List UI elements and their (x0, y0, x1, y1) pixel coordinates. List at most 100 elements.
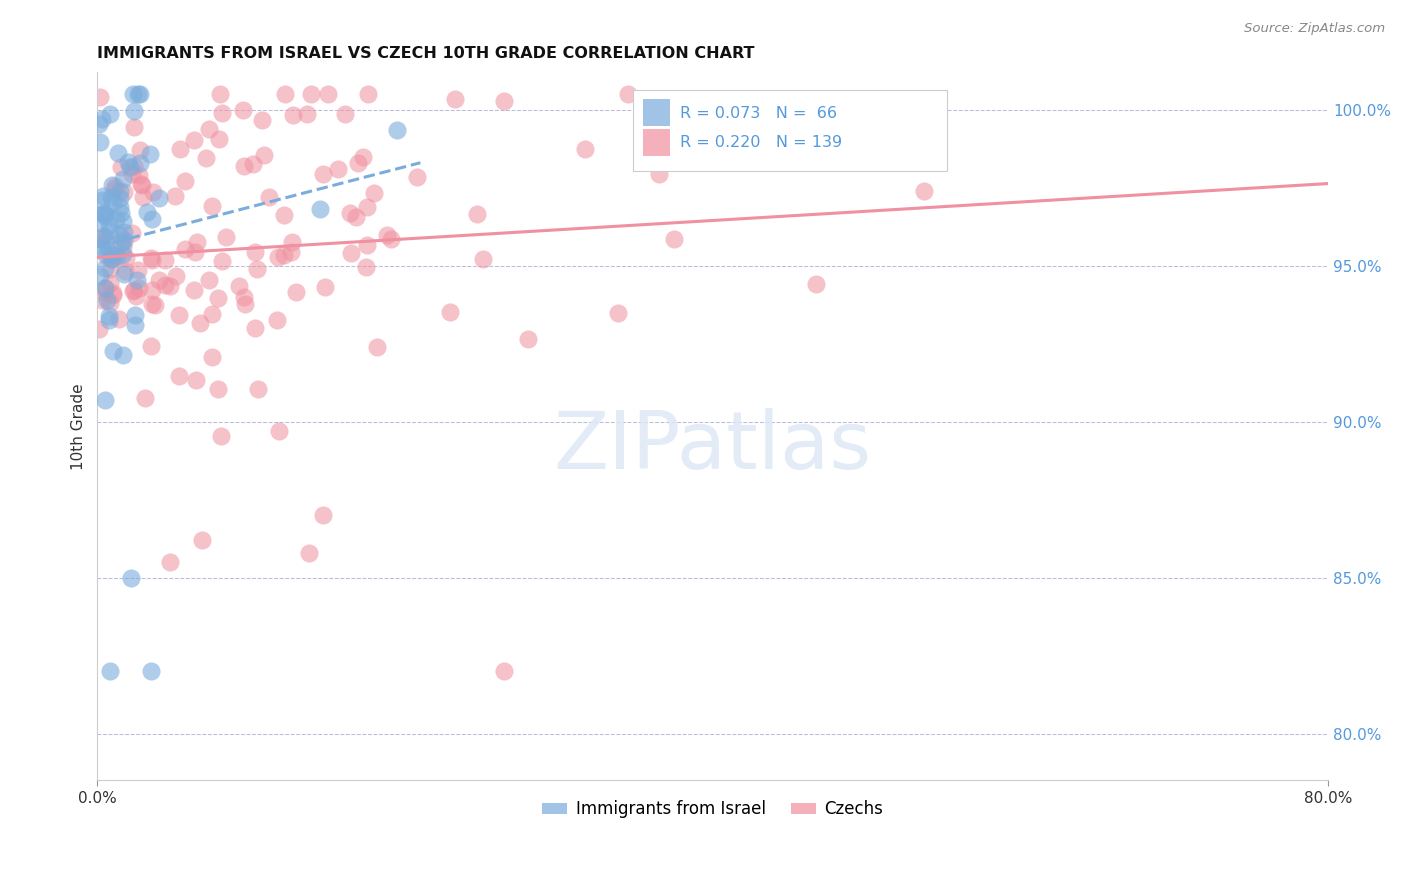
Point (96, 293, 118, 308)
Bar (643, 128, 669, 156)
Point (273, 248, 295, 262)
Point (406, 169, 429, 184)
Point (574, 142, 596, 156)
Point (139, 664, 162, 678)
Point (93, 206, 115, 220)
Point (339, 206, 361, 220)
Point (363, 186, 385, 201)
Point (98, 295, 121, 310)
Point (143, 298, 166, 312)
Point (207, 291, 229, 305)
Point (148, 273, 170, 287)
Point (91, 229, 114, 244)
Point (141, 212, 163, 227)
Point (112, 232, 135, 246)
Point (247, 382, 270, 396)
Point (235, 297, 257, 311)
Point (297, 107, 319, 121)
Point (309, 202, 332, 217)
Point (283, 108, 305, 122)
Point (186, 235, 208, 250)
Point (165, 268, 187, 283)
Point (195, 152, 218, 166)
Point (100, 247, 122, 261)
Point (91, 112, 114, 126)
Point (94, 207, 117, 221)
Point (112, 171, 135, 186)
Point (127, 273, 149, 287)
Text: R = 0.220   N = 139: R = 0.220 N = 139 (679, 136, 842, 151)
Point (662, 232, 685, 246)
Point (128, 281, 150, 295)
Point (91, 240, 114, 254)
Point (97, 309, 120, 323)
Point (245, 244, 267, 259)
Point (647, 168, 669, 182)
Point (121, 285, 143, 299)
Legend: Immigrants from Israel, Czechs: Immigrants from Israel, Czechs (536, 794, 890, 825)
Point (127, 87, 149, 101)
Point (252, 113, 274, 128)
Point (266, 313, 288, 327)
Point (214, 229, 236, 244)
Point (201, 199, 224, 213)
Point (253, 147, 276, 161)
Point (93, 230, 115, 244)
Point (111, 240, 134, 254)
Point (316, 87, 339, 101)
Point (129, 143, 152, 157)
Point (91, 189, 114, 203)
Point (103, 248, 125, 262)
Point (184, 245, 207, 260)
Point (100, 190, 122, 204)
Point (141, 253, 163, 268)
Point (314, 280, 336, 294)
Point (326, 161, 349, 176)
Point (104, 178, 127, 193)
Point (138, 147, 160, 161)
Point (122, 159, 145, 173)
Point (198, 273, 221, 287)
Point (105, 249, 128, 263)
Point (198, 122, 221, 136)
Point (125, 289, 148, 303)
Point (269, 425, 291, 439)
Point (377, 227, 399, 242)
Point (112, 267, 135, 281)
Point (131, 177, 153, 191)
Point (274, 87, 297, 101)
FancyBboxPatch shape (633, 90, 946, 171)
Point (344, 210, 367, 224)
Point (912, 184, 935, 198)
Point (104, 212, 127, 227)
Point (492, 95, 515, 109)
Point (298, 545, 321, 559)
Point (98, 313, 121, 327)
Point (100, 107, 122, 121)
Point (281, 235, 304, 249)
Point (159, 555, 181, 569)
Point (804, 277, 827, 291)
Point (211, 254, 233, 268)
Point (128, 156, 150, 170)
Point (89, 269, 111, 284)
Point (121, 226, 143, 240)
Point (284, 285, 307, 299)
Point (94, 393, 117, 408)
Point (110, 185, 132, 199)
Point (439, 305, 461, 319)
Point (380, 232, 402, 246)
Point (335, 106, 357, 120)
Point (201, 306, 224, 320)
Point (232, 159, 254, 173)
Point (139, 339, 162, 353)
Point (352, 149, 374, 163)
Point (110, 160, 132, 174)
Point (101, 286, 124, 301)
Point (211, 106, 233, 120)
Point (617, 87, 640, 101)
Point (131, 178, 153, 192)
Point (132, 190, 155, 204)
Point (101, 194, 124, 209)
Point (467, 207, 489, 221)
